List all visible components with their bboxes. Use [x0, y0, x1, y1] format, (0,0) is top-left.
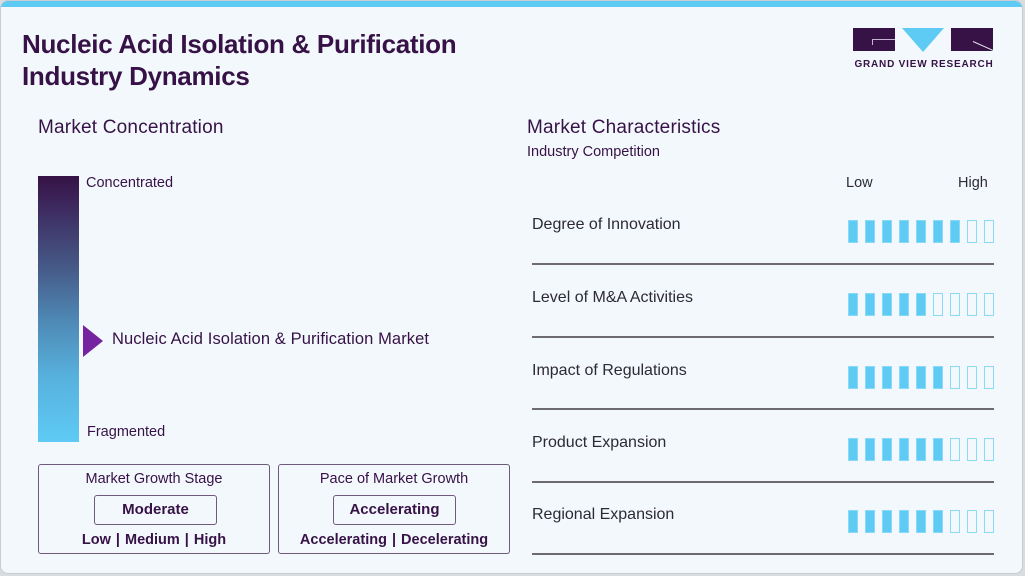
rating-bar-filled-icon: [882, 438, 892, 461]
characteristic-label: Product Expansion: [532, 434, 667, 451]
rating-bar-empty-icon: [967, 293, 977, 316]
rating-bar-filled-icon: [899, 366, 909, 389]
rating-bar-filled-icon: [899, 510, 909, 533]
rating-bar-filled-icon: [848, 293, 858, 316]
pace-of-market-growth-box: Pace of Market Growth Accelerating Accel…: [278, 464, 510, 554]
rating-bar-filled-icon: [848, 220, 858, 243]
rating-bar-filled-icon: [950, 220, 960, 243]
rating-bar-filled-icon: [916, 220, 926, 243]
logo-text: GRAND VIEW RESEARCH: [854, 59, 994, 70]
rating-bar-empty-icon: [967, 438, 977, 461]
rating-bar-filled-icon: [916, 293, 926, 316]
rating-bar-empty-icon: [984, 366, 994, 389]
characteristic-row: Degree of Innovation: [532, 216, 994, 288]
rating-bar-filled-icon: [848, 366, 858, 389]
rating-bar-filled-icon: [933, 438, 943, 461]
market-position-label: Nucleic Acid Isolation & Purification Ma…: [112, 330, 430, 348]
rating-bars: [848, 366, 994, 389]
market-position-marker-icon: [83, 325, 103, 357]
growth-stage-options: Low | Medium | High: [81, 532, 227, 548]
row-divider: [532, 336, 994, 338]
rating-bar-empty-icon: [950, 366, 960, 389]
rating-bars: [848, 438, 994, 461]
characteristic-label: Impact of Regulations: [532, 362, 687, 379]
characteristic-row: Product Expansion: [532, 434, 994, 506]
rating-bar-filled-icon: [899, 220, 909, 243]
characteristic-label: Degree of Innovation: [532, 216, 681, 233]
row-divider: [532, 481, 994, 483]
characteristic-row: Impact of Regulations: [532, 362, 994, 434]
market-characteristics-heading: Market Characteristics: [527, 117, 721, 138]
concentration-gradient-bar: [38, 176, 79, 442]
characteristic-label: Regional Expansion: [532, 506, 675, 523]
growth-pace-title: Pace of Market Growth: [319, 471, 469, 487]
rating-bar-filled-icon: [933, 510, 943, 533]
grand-view-research-logo: GRAND VIEW RESEARCH: [853, 28, 995, 72]
concentrated-label: Concentrated: [86, 175, 174, 191]
page-title: Nucleic Acid Isolation & Purification In…: [22, 28, 457, 92]
row-divider: [532, 263, 994, 265]
rating-bar-filled-icon: [848, 510, 858, 533]
rating-bar-empty-icon: [984, 220, 994, 243]
scale-low-label: Low: [846, 175, 873, 191]
rating-bar-filled-icon: [865, 220, 875, 243]
rating-bar-empty-icon: [984, 293, 994, 316]
row-divider: [532, 553, 994, 555]
rating-bar-empty-icon: [984, 510, 994, 533]
rating-bar-filled-icon: [899, 438, 909, 461]
row-divider: [532, 408, 994, 410]
rating-bar-filled-icon: [933, 366, 943, 389]
growth-pace-options: Accelerating | Decelerating: [299, 532, 489, 548]
rating-bar-filled-icon: [916, 438, 926, 461]
rating-bars: [848, 220, 994, 243]
rating-bar-filled-icon: [882, 366, 892, 389]
rating-bar-filled-icon: [933, 220, 943, 243]
title-line-1: Nucleic Acid Isolation & Purification: [22, 29, 457, 59]
rating-bar-filled-icon: [916, 510, 926, 533]
rating-bar-empty-icon: [967, 366, 977, 389]
rating-bar-empty-icon: [984, 438, 994, 461]
rating-bars: [848, 293, 994, 316]
rating-bar-filled-icon: [899, 293, 909, 316]
logo-g-block-icon: [853, 28, 895, 51]
rating-bar-empty-icon: [950, 293, 960, 316]
rating-bar-filled-icon: [916, 366, 926, 389]
characteristic-row: Regional Expansion: [532, 506, 994, 573]
characteristic-row: Level of M&A Activities: [532, 289, 994, 361]
rating-bar-filled-icon: [865, 366, 875, 389]
rating-bar-filled-icon: [882, 220, 892, 243]
rating-bar-empty-icon: [967, 220, 977, 243]
market-growth-stage-box: Market Growth Stage Moderate Low | Mediu…: [38, 464, 270, 554]
title-line-2: Industry Dynamics: [22, 61, 250, 91]
rating-bar-empty-icon: [950, 438, 960, 461]
rating-bar-filled-icon: [865, 293, 875, 316]
rating-bar-empty-icon: [933, 293, 943, 316]
logo-r-block-icon: [951, 28, 994, 51]
rating-bar-empty-icon: [950, 510, 960, 533]
market-concentration-heading: Market Concentration: [38, 117, 224, 138]
rating-bar-filled-icon: [865, 438, 875, 461]
rating-bar-filled-icon: [848, 438, 858, 461]
industry-competition-subheading: Industry Competition: [527, 144, 660, 160]
logo-v-triangle-icon: [902, 28, 944, 52]
growth-stage-value: Moderate: [94, 495, 217, 525]
fragmented-label: Fragmented: [87, 424, 166, 440]
top-accent-bar: [1, 1, 1022, 7]
rating-bar-empty-icon: [967, 510, 977, 533]
rating-bar-filled-icon: [882, 510, 892, 533]
growth-stage-title: Market Growth Stage: [85, 471, 223, 487]
growth-pace-value: Accelerating: [333, 495, 456, 525]
rating-bar-filled-icon: [882, 293, 892, 316]
characteristic-label: Level of M&A Activities: [532, 289, 693, 306]
scale-high-label: High: [958, 175, 988, 191]
rating-bar-filled-icon: [865, 510, 875, 533]
rating-bars: [848, 510, 994, 533]
